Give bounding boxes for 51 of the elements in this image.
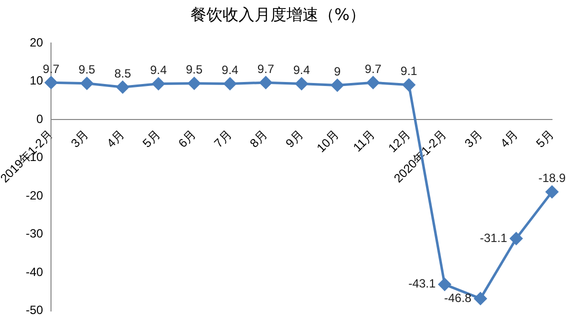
y-tick-label: 20 xyxy=(30,36,44,50)
data-label: -43.1 xyxy=(408,276,436,291)
data-label: 9.1 xyxy=(400,64,418,78)
y-tick-label: -20 xyxy=(26,188,44,202)
x-tick-label: 3月 xyxy=(68,127,92,150)
point xyxy=(510,232,522,245)
point xyxy=(116,80,129,94)
data-label: 9.7 xyxy=(42,62,60,76)
point xyxy=(260,76,272,89)
x-tick-label: 3月 xyxy=(462,127,485,150)
x-tick-label: 7月 xyxy=(211,127,234,150)
data-label: 8.5 xyxy=(114,66,132,80)
data-label: 9.7 xyxy=(257,62,274,76)
data-label: 9.5 xyxy=(78,62,96,77)
x-tick-label: 10月 xyxy=(314,127,342,156)
point xyxy=(546,186,558,198)
point xyxy=(331,79,344,92)
data-label: -31.1 xyxy=(480,230,508,245)
x-tick-label: 4月 xyxy=(104,127,128,150)
data-label: -46.8 xyxy=(444,290,472,305)
data-label: 9.4 xyxy=(222,63,239,78)
x-tick-label: 9月 xyxy=(282,127,306,150)
point xyxy=(152,77,165,90)
point xyxy=(366,76,380,89)
chart-title: 餐饮收入月度增速（%） xyxy=(190,4,366,24)
data-label: 9.4 xyxy=(150,63,168,78)
point xyxy=(474,292,487,305)
point xyxy=(402,78,416,92)
x-tick-label: 4月 xyxy=(498,127,521,150)
point xyxy=(224,77,236,90)
point xyxy=(44,76,58,89)
data-label: 9 xyxy=(334,64,341,79)
point xyxy=(188,77,200,90)
point xyxy=(295,77,308,90)
point xyxy=(80,77,94,90)
y-tick-label: 10 xyxy=(30,74,44,88)
y-tick-label: -40 xyxy=(26,264,44,279)
data-label: 9.7 xyxy=(364,62,382,76)
data-label: 9.5 xyxy=(186,62,203,77)
x-tick-label: 12月 xyxy=(386,127,414,156)
point xyxy=(438,278,451,291)
y-tick-label: -30 xyxy=(26,226,44,241)
x-tick-label: 5月 xyxy=(140,127,163,150)
x-tick-label: 5月 xyxy=(533,127,556,150)
y-tick-label: 0 xyxy=(36,112,44,126)
data-label: 9.4 xyxy=(293,63,310,78)
x-tick-label: 11月 xyxy=(350,127,378,155)
x-tick-label: 6月 xyxy=(176,127,199,150)
x-tick-label: 8月 xyxy=(247,127,270,150)
y-tick-label: -50 xyxy=(26,303,44,318)
data-label: -18.9 xyxy=(538,171,566,186)
